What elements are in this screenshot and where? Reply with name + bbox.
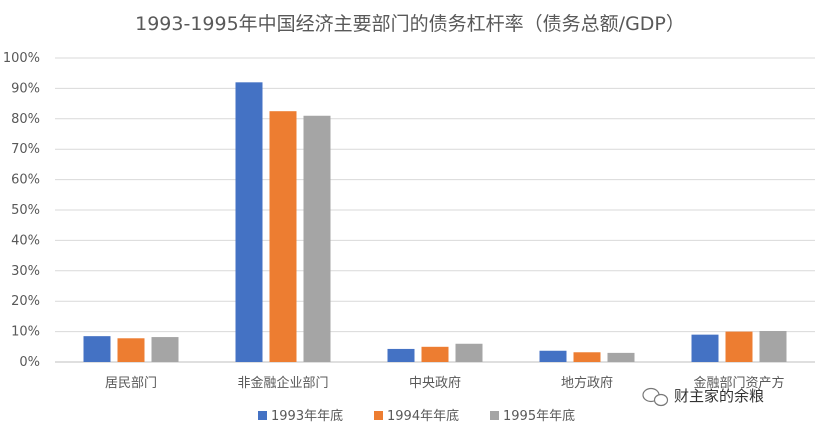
bar [691,334,719,362]
x-category-label: 居民部门 [105,376,157,391]
y-tick-label: 100% [3,51,40,66]
y-axis-ticks: 0% 10% 20% 30% 40% 50% 60% 70% 80% 90% 100% [3,51,40,370]
y-tick-label: 30% [11,264,40,279]
legend-label: 1994年年底 [387,408,459,424]
gridlines [55,57,815,363]
y-tick-label: 80% [11,112,40,127]
bar [303,115,331,362]
bar [455,343,483,362]
watermark: 财主家的余粮 [642,387,764,407]
y-tick-label: 50% [11,203,40,218]
chart-title: 1993-1995年中国经济主要部门的债务杠杆率（债务总额/GDP） [135,13,685,35]
legend-swatch [374,411,383,420]
x-axis-labels: 居民部门 非金融企业部门 中央政府 地方政府 金融部门资产方 [105,375,785,391]
bar [83,336,111,362]
watermark-text: 财主家的余粮 [674,387,764,405]
bar [607,352,635,362]
y-tick-label: 70% [11,142,40,157]
y-tick-label: 40% [11,233,40,248]
bar [539,350,567,362]
x-category-label: 金融部门资产方 [693,375,784,391]
x-category-label: 非金融企业部门 [237,375,328,391]
x-category-label: 中央政府 [409,376,461,391]
y-tick-label: 60% [11,173,40,188]
bar [269,111,297,362]
y-tick-label: 10% [11,325,40,340]
bar [759,330,787,362]
legend: 1993年年底 1994年年底 1995年年底 [258,408,575,424]
bar [151,337,179,362]
y-tick-label: 90% [11,81,40,96]
bar [235,82,263,362]
bar [573,352,601,362]
legend-swatch [490,411,499,420]
y-tick-label: 0% [19,355,40,370]
bar [117,338,145,362]
x-category-label: 地方政府 [561,375,613,391]
bars [83,82,787,362]
legend-swatch [258,411,267,420]
wechat-icon [642,387,669,407]
legend-label: 1995年年底 [503,408,575,424]
bar [421,346,449,362]
bar [725,331,753,362]
y-tick-label: 20% [11,294,40,309]
bar [387,348,415,362]
legend-label: 1993年年底 [271,408,343,424]
